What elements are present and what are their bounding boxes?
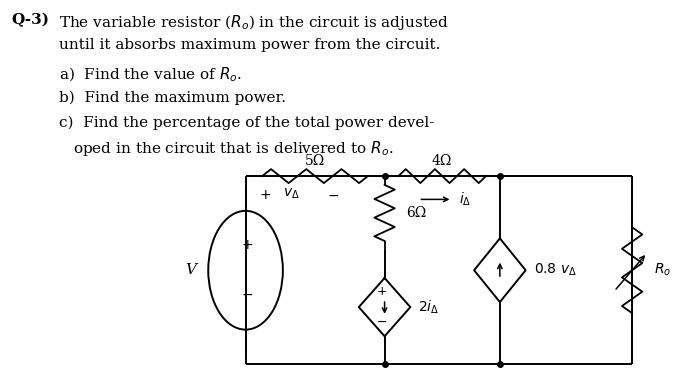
Text: c)  Find the percentage of the total power devel-: c) Find the percentage of the total powe… <box>59 116 434 130</box>
Text: −: − <box>242 288 253 302</box>
Text: oped in the circuit that is delivered to $R_o$.: oped in the circuit that is delivered to… <box>73 139 393 158</box>
Text: 5Ω: 5Ω <box>305 154 326 169</box>
Text: a)  Find the value of $R_o$.: a) Find the value of $R_o$. <box>59 65 242 84</box>
Text: Q-3): Q-3) <box>12 13 50 27</box>
Text: $+$: $+$ <box>259 188 271 202</box>
Text: The variable resistor ($R_o$) in the circuit is adjusted: The variable resistor ($R_o$) in the cir… <box>59 13 449 32</box>
Text: b)  Find the maximum power.: b) Find the maximum power. <box>59 91 286 105</box>
Text: V: V <box>185 263 196 277</box>
Text: +: + <box>377 285 387 298</box>
Text: $2i_\Delta$: $2i_\Delta$ <box>419 298 440 316</box>
Text: 4Ω: 4Ω <box>432 154 452 169</box>
Text: $i_\Delta$: $i_\Delta$ <box>459 191 472 208</box>
Text: $0.8\ v_\Delta$: $0.8\ v_\Delta$ <box>534 262 577 278</box>
Text: $v_\Delta$: $v_\Delta$ <box>283 187 300 201</box>
Text: $-$: $-$ <box>327 188 339 202</box>
Text: 6Ω: 6Ω <box>407 206 426 220</box>
Text: $R_o$: $R_o$ <box>654 262 671 278</box>
Text: until it absorbs maximum power from the circuit.: until it absorbs maximum power from the … <box>59 38 441 52</box>
Text: +: + <box>242 238 253 252</box>
Text: −: − <box>377 316 387 329</box>
